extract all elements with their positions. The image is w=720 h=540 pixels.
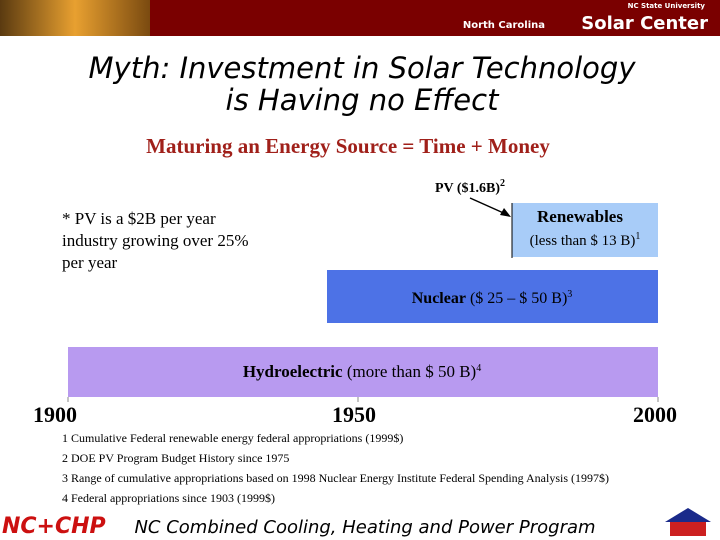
university: NC State University xyxy=(628,2,706,10)
pv-text: PV ($1.6B) xyxy=(435,181,500,196)
sup: 1 xyxy=(635,231,640,242)
detail: (less than $ 13 B) xyxy=(530,233,636,249)
bold: Nuclear xyxy=(412,290,466,307)
title-line: is Having no Effect xyxy=(226,83,501,117)
renewables-detail: (less than $ 13 B)1 xyxy=(530,231,641,249)
footer-icon-base xyxy=(670,522,706,536)
arrow-head xyxy=(500,208,511,217)
center: North Carolina xyxy=(463,20,545,31)
hydro-label: Hydroelectric (more than $ 50 B)4 xyxy=(243,362,481,381)
footer-logo: NC+CHP xyxy=(2,514,106,539)
detail: (more than $ 50 B) xyxy=(343,362,477,381)
sup: 3 xyxy=(567,289,572,300)
footnote: 3 Range of cumulative appropriations bas… xyxy=(62,471,609,485)
renewables-bar xyxy=(512,203,658,257)
nuclear-label: Nuclear ($ 25 – $ 50 B)3 xyxy=(412,289,573,307)
subtitle: Maturing an Energy Source = Time + Money xyxy=(146,134,550,158)
note-line: per year xyxy=(62,253,118,272)
year-label: 1950 xyxy=(332,402,376,427)
footer-icon xyxy=(665,508,711,522)
note-line: industry growing over 25% xyxy=(62,231,249,250)
header-image xyxy=(0,0,150,36)
pv-sup: 2 xyxy=(500,178,505,189)
footnote: 1 Cumulative Federal renewable energy fe… xyxy=(62,431,403,445)
footer-text: NC Combined Cooling, Heating and Power P… xyxy=(134,517,595,538)
year-label: 1900 xyxy=(33,402,77,427)
note-line: * PV is a $2B per year xyxy=(62,209,216,228)
detail: ($ 25 – $ 50 B) xyxy=(466,290,567,307)
title-line: Myth: Investment in Solar Technology xyxy=(89,51,637,85)
sup: 4 xyxy=(476,363,481,374)
bold: Hydroelectric xyxy=(243,362,343,381)
renewables-label: Renewables xyxy=(537,207,623,226)
footnote: 4 Federal appropriations since 1903 (199… xyxy=(62,491,275,505)
year-label: 2000 xyxy=(633,402,677,427)
nuclear-bar xyxy=(327,270,658,323)
center-bold: Solar Center xyxy=(581,13,708,34)
footnote: 2 DOE PV Program Budget History since 19… xyxy=(62,451,289,465)
pv-label: PV ($1.6B)2 xyxy=(435,178,505,196)
hydro-bar xyxy=(68,347,658,397)
